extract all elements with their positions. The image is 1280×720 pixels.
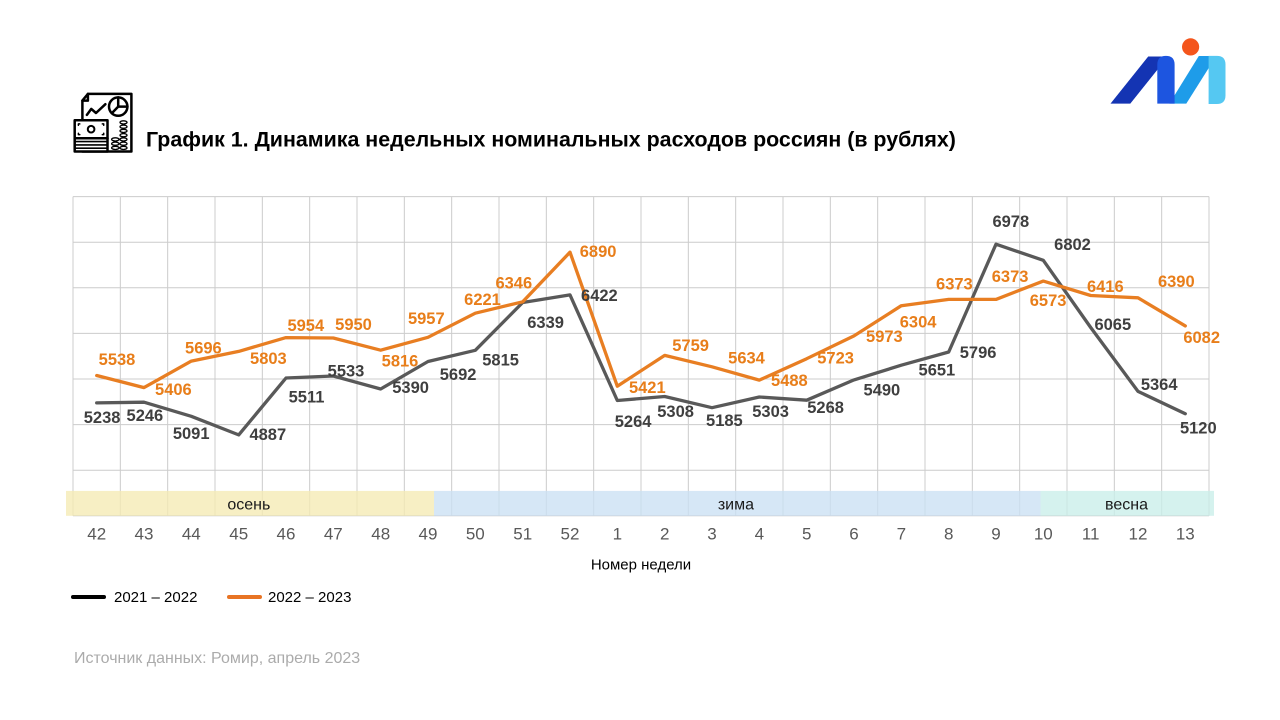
svg-text:5421: 5421 bbox=[629, 379, 666, 397]
svg-text:47: 47 bbox=[324, 525, 343, 544]
svg-text:5120: 5120 bbox=[1180, 419, 1217, 437]
svg-text:5651: 5651 bbox=[919, 362, 956, 380]
svg-text:5091: 5091 bbox=[173, 425, 210, 443]
svg-text:13: 13 bbox=[1176, 525, 1195, 544]
svg-text:44: 44 bbox=[182, 525, 201, 544]
svg-text:5406: 5406 bbox=[155, 381, 192, 399]
svg-text:4887: 4887 bbox=[249, 426, 286, 444]
svg-text:5308: 5308 bbox=[657, 403, 694, 421]
svg-text:5185: 5185 bbox=[706, 412, 743, 430]
svg-text:5390: 5390 bbox=[392, 379, 429, 397]
svg-text:зима: зима bbox=[718, 496, 754, 513]
svg-text:43: 43 bbox=[135, 525, 154, 544]
svg-text:46: 46 bbox=[277, 525, 296, 544]
svg-text:6346: 6346 bbox=[495, 274, 532, 292]
svg-text:Номер недели: Номер недели bbox=[591, 557, 691, 574]
svg-text:49: 49 bbox=[419, 525, 438, 544]
svg-text:10: 10 bbox=[1034, 525, 1053, 544]
svg-text:45: 45 bbox=[229, 525, 248, 544]
svg-text:5692: 5692 bbox=[440, 366, 477, 384]
svg-text:5796: 5796 bbox=[960, 344, 997, 362]
svg-text:5696: 5696 bbox=[185, 340, 222, 358]
svg-text:5803: 5803 bbox=[250, 350, 287, 368]
svg-text:6082: 6082 bbox=[1183, 329, 1220, 347]
svg-text:6390: 6390 bbox=[1158, 273, 1195, 291]
svg-text:12: 12 bbox=[1129, 525, 1148, 544]
svg-text:5723: 5723 bbox=[817, 350, 854, 368]
svg-text:Источник данных: Ромир, апрель: Источник данных: Ромир, апрель 2023 bbox=[74, 650, 360, 667]
svg-text:48: 48 bbox=[371, 525, 390, 544]
svg-text:весна: весна bbox=[1105, 496, 1148, 513]
svg-text:42: 42 bbox=[87, 525, 106, 544]
svg-text:6373: 6373 bbox=[992, 268, 1029, 286]
svg-text:5511: 5511 bbox=[289, 389, 325, 407]
svg-text:6416: 6416 bbox=[1087, 278, 1124, 296]
svg-text:5490: 5490 bbox=[864, 382, 901, 400]
svg-text:2021 – 2022: 2021 – 2022 bbox=[114, 589, 197, 606]
svg-text:5: 5 bbox=[802, 525, 811, 544]
svg-text:осень: осень bbox=[227, 496, 270, 513]
svg-text:График 1. Динамика недельных н: График 1. Динамика недельных номинальных… bbox=[146, 128, 956, 152]
svg-text:6890: 6890 bbox=[580, 243, 617, 261]
svg-text:3: 3 bbox=[707, 525, 716, 544]
svg-text:5488: 5488 bbox=[771, 372, 808, 390]
svg-text:5533: 5533 bbox=[328, 362, 365, 380]
svg-text:5264: 5264 bbox=[615, 413, 653, 431]
svg-text:6304: 6304 bbox=[900, 313, 938, 331]
svg-text:11: 11 bbox=[1082, 525, 1100, 544]
svg-text:2: 2 bbox=[660, 525, 669, 544]
svg-text:5816: 5816 bbox=[382, 352, 419, 370]
svg-text:6373: 6373 bbox=[936, 275, 973, 293]
svg-text:1: 1 bbox=[613, 525, 622, 544]
svg-text:5364: 5364 bbox=[1141, 376, 1179, 394]
svg-text:5815: 5815 bbox=[482, 351, 519, 369]
svg-text:8: 8 bbox=[944, 525, 953, 544]
svg-text:6221: 6221 bbox=[464, 291, 501, 309]
svg-text:5538: 5538 bbox=[99, 351, 136, 369]
svg-text:6: 6 bbox=[849, 525, 858, 544]
svg-text:5954: 5954 bbox=[287, 317, 325, 335]
svg-text:5759: 5759 bbox=[672, 337, 709, 355]
svg-text:5634: 5634 bbox=[728, 350, 766, 368]
svg-text:4: 4 bbox=[755, 525, 764, 544]
svg-text:5973: 5973 bbox=[866, 328, 903, 346]
svg-text:7: 7 bbox=[897, 525, 906, 544]
svg-text:6573: 6573 bbox=[1030, 292, 1067, 310]
svg-text:5246: 5246 bbox=[127, 407, 164, 425]
svg-text:52: 52 bbox=[561, 525, 580, 544]
svg-text:6339: 6339 bbox=[527, 314, 564, 332]
svg-text:51: 51 bbox=[513, 525, 532, 544]
svg-text:5950: 5950 bbox=[335, 316, 372, 334]
svg-text:5957: 5957 bbox=[408, 310, 445, 328]
svg-text:2022 – 2023: 2022 – 2023 bbox=[268, 589, 351, 606]
svg-text:6065: 6065 bbox=[1094, 316, 1131, 334]
svg-text:6802: 6802 bbox=[1054, 236, 1091, 254]
svg-text:5303: 5303 bbox=[752, 403, 789, 421]
svg-text:50: 50 bbox=[466, 525, 485, 544]
svg-text:9: 9 bbox=[991, 525, 1000, 544]
svg-text:6422: 6422 bbox=[581, 287, 618, 305]
svg-text:6978: 6978 bbox=[992, 213, 1029, 231]
svg-text:5238: 5238 bbox=[84, 409, 121, 427]
svg-text:5268: 5268 bbox=[807, 399, 844, 417]
